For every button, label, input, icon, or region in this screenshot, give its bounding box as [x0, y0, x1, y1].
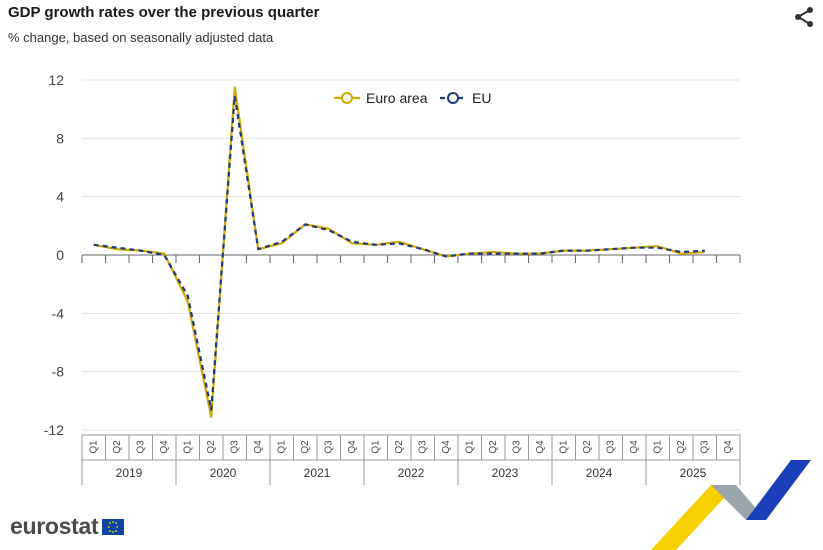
quarter-tick-label: Q3 [229, 440, 240, 454]
legend-marker [447, 92, 459, 104]
quarter-tick-label: Q1 [464, 440, 475, 454]
quarter-tick-label: Q2 [300, 440, 311, 454]
quarter-tick-label: Q1 [652, 440, 663, 454]
legend-label: Euro area [366, 90, 428, 106]
chart-subtitle: % change, based on seasonally adjusted d… [8, 30, 274, 45]
y-tick-label: 8 [56, 130, 64, 146]
quarter-tick-label: Q3 [323, 440, 334, 454]
quarter-tick-label: Q4 [441, 440, 452, 454]
decorative-chevron-graphic [651, 460, 811, 550]
quarter-tick-label: Q1 [88, 440, 99, 454]
year-tick-label: 2025 [680, 466, 707, 480]
quarter-tick-label: Q4 [629, 440, 640, 454]
quarter-tick-label: Q4 [159, 440, 170, 454]
quarter-tick-label: Q1 [370, 440, 381, 454]
quarter-tick-label: Q3 [135, 440, 146, 454]
legend-marker [341, 92, 353, 104]
quarter-tick-label: Q4 [723, 440, 734, 454]
quarter-tick-label: Q2 [112, 440, 123, 454]
quarter-tick-label: Q1 [558, 440, 569, 454]
year-tick-label: 2022 [398, 466, 425, 480]
year-tick-label: 2024 [586, 466, 613, 480]
logo-text: eurostat [10, 513, 99, 539]
quarter-tick-label: Q4 [253, 440, 264, 454]
y-tick-label: 4 [56, 189, 64, 205]
y-tick-label: -4 [52, 305, 65, 321]
quarter-tick-label: Q3 [417, 440, 428, 454]
y-tick-label: 12 [48, 72, 64, 88]
year-tick-label: 2021 [304, 466, 331, 480]
quarter-tick-label: Q2 [582, 440, 593, 454]
eu-flag-icon [102, 518, 125, 535]
y-tick-label: -12 [44, 422, 64, 438]
quarter-tick-label: Q3 [699, 440, 710, 454]
quarter-tick-label: Q1 [182, 440, 193, 454]
quarter-tick-label: Q4 [535, 440, 546, 454]
quarter-tick-label: Q2 [394, 440, 405, 454]
quarter-tick-label: Q1 [276, 440, 287, 454]
quarter-tick-label: Q3 [511, 440, 522, 454]
y-tick-label: -8 [52, 364, 65, 380]
quarter-tick-label: Q2 [488, 440, 499, 454]
quarter-tick-label: Q2 [206, 440, 217, 454]
year-tick-label: 2023 [492, 466, 519, 480]
quarter-tick-label: Q3 [605, 440, 616, 454]
y-tick-label: 0 [56, 247, 64, 263]
share-icon[interactable] [793, 6, 815, 28]
euro-area-series-line [93, 86, 705, 418]
quarter-tick-label: Q2 [676, 440, 687, 454]
year-tick-label: 2019 [116, 466, 143, 480]
quarter-tick-label: Q4 [347, 440, 358, 454]
legend-label: EU [472, 90, 491, 106]
eurostat-logo: eurostat [10, 513, 125, 540]
eu-series-line [93, 94, 705, 411]
year-tick-label: 2020 [210, 466, 237, 480]
chart-title: GDP growth rates over the previous quart… [8, 4, 320, 21]
